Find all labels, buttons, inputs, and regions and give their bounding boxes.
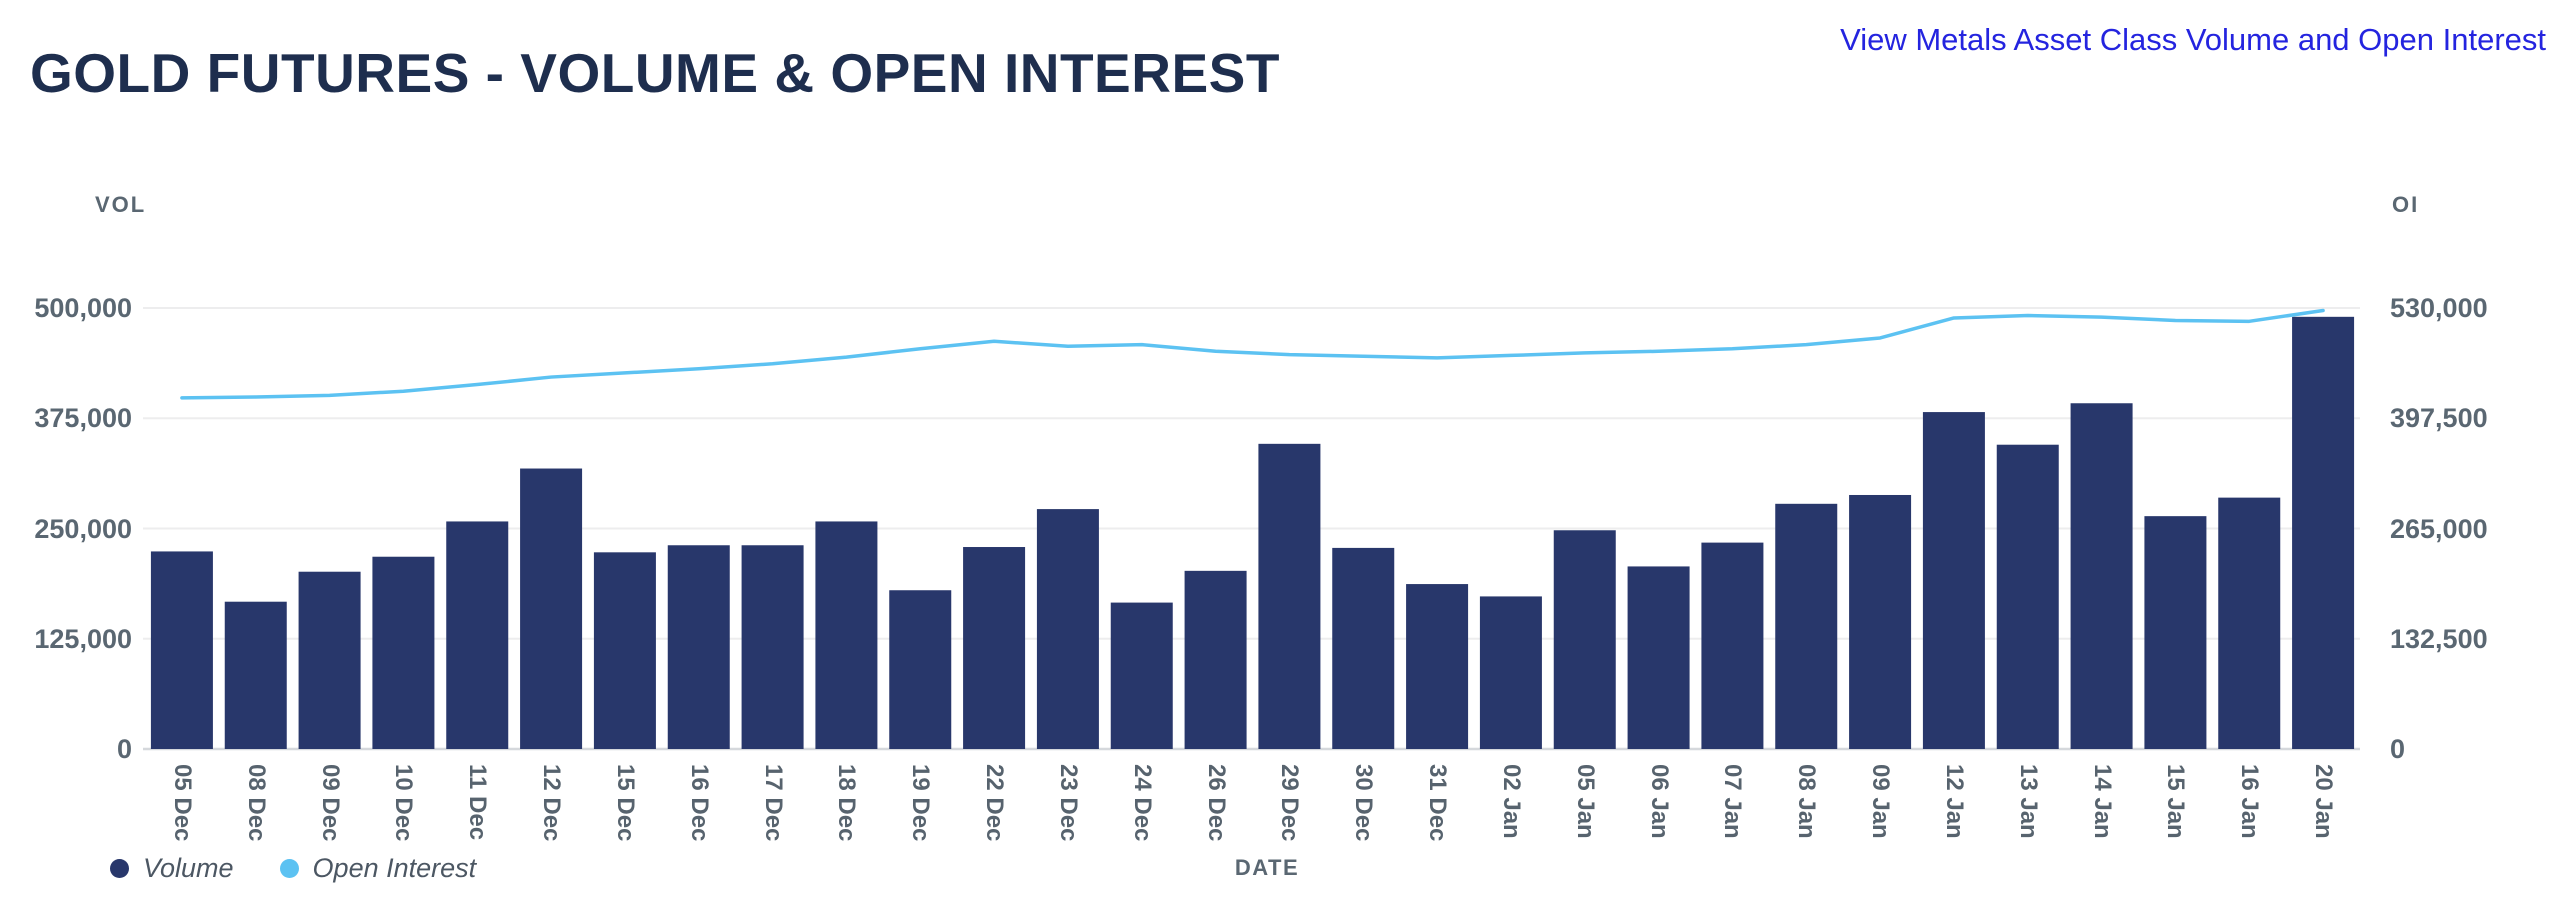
x-axis-date-label: 14 Jan (2088, 764, 2116, 839)
x-axis-date-label: 15 Dec (611, 764, 639, 842)
x-axis-date-label: 08 Jan (1793, 764, 1821, 839)
volume-bar (372, 556, 435, 749)
right-axis-tick-label: 265,000 (2390, 513, 2488, 544)
x-axis-date-label: 16 Jan (2236, 764, 2264, 839)
x-axis-date-label: 02 Jan (1497, 764, 1525, 839)
x-axis-date-label: 15 Jan (2162, 764, 2190, 839)
x-axis-date-label: 30 Dec (1350, 764, 1378, 842)
volume-legend-dot-icon (110, 859, 129, 878)
volume-bar (1775, 503, 1838, 749)
x-axis-date-label: 22 Dec (981, 764, 1009, 842)
volume-bar (1258, 443, 1321, 749)
volume-bar (593, 552, 656, 749)
right-axis-tick-label: 132,500 (2390, 623, 2488, 654)
volume-bar (1406, 584, 1469, 749)
x-axis-date-label: 09 Jan (1867, 764, 1895, 839)
x-axis-date-label: 10 Dec (390, 764, 418, 842)
x-axis-date-label: 18 Dec (833, 764, 861, 842)
volume-bar (889, 590, 952, 749)
x-axis-date-label: 09 Dec (316, 764, 344, 842)
x-axis-title: DATE (1234, 855, 1300, 880)
right-axis-tick-label: 0 (2390, 734, 2406, 764)
volume-bar (1036, 509, 1099, 749)
volume-bar (815, 521, 878, 749)
x-axis-date-label: 26 Dec (1202, 764, 1230, 842)
right-axis-unit-label: OI (2392, 192, 2420, 217)
volume-bar (963, 547, 1026, 749)
x-axis-date-label: 23 Dec (1054, 764, 1082, 842)
x-axis-date-label: 11 Dec (464, 764, 492, 841)
legend-item-open-interest[interactable]: Open Interest (279, 853, 477, 884)
volume-bar (2292, 316, 2355, 749)
volume-bar (1332, 547, 1395, 749)
volume-bar (224, 601, 287, 749)
left-axis-tick-label: 375,000 (34, 403, 132, 434)
x-axis-date-label: 13 Jan (2014, 764, 2042, 839)
x-axis-date-label: 05 Dec (168, 764, 196, 842)
volume-bar (1849, 494, 1912, 749)
left-axis-unit-label: VOL (95, 192, 147, 217)
left-axis-tick-label: 125,000 (34, 623, 132, 654)
x-axis-date-label: 06 Jan (1645, 764, 1673, 839)
volume-bar (1701, 542, 1764, 749)
volume-bar (1553, 530, 1616, 749)
volume-bar (520, 468, 583, 749)
volume-bar (150, 551, 213, 749)
volume-bar (2144, 516, 2207, 749)
x-axis-date-label: 12 Dec (538, 764, 566, 842)
volume-bar (1110, 602, 1173, 749)
metals-asset-class-link[interactable]: View Metals Asset Class Volume and Open … (1840, 22, 2546, 57)
x-axis-date-label: 19 Dec (907, 764, 935, 842)
volume-bar (1922, 412, 1985, 749)
volume-bar (667, 545, 730, 749)
x-axis-date-label: 12 Jan (1940, 764, 1968, 839)
volume-bar (1627, 566, 1690, 749)
volume-bar (1996, 444, 2059, 749)
volume-bar (2218, 497, 2281, 749)
right-axis-tick-label: 397,500 (2390, 403, 2488, 434)
volume-bar (1184, 570, 1247, 749)
right-axis-tick-label: 530,000 (2390, 293, 2488, 323)
legend: Volume Open Interest (110, 853, 476, 884)
volume-bar (2070, 403, 2133, 749)
x-axis-date-label: 29 Dec (1276, 764, 1304, 842)
x-axis-date-label: 17 Dec (759, 764, 787, 842)
x-axis-date-label: 08 Dec (242, 764, 270, 842)
x-axis-date-label: 24 Dec (1128, 764, 1156, 842)
volume-bar (741, 545, 804, 749)
x-axis-date-label: 07 Jan (1719, 764, 1747, 839)
x-axis-date-label: 05 Jan (1571, 764, 1599, 839)
volume-bar (298, 571, 361, 749)
legend-label-open-interest: Open Interest (312, 853, 477, 883)
page-title: GOLD FUTURES - VOLUME & OPEN INTEREST (30, 41, 1280, 104)
volume-bar (446, 521, 509, 749)
volume-bar (1479, 596, 1542, 749)
open-interest-line (180, 308, 2325, 400)
open-interest-legend-dot-icon (279, 859, 299, 878)
legend-label-volume: Volume (143, 853, 234, 883)
x-axis-date-label: 16 Dec (685, 764, 713, 842)
left-axis-tick-label: 0 (116, 734, 132, 764)
x-axis-date-label: 20 Jan (2310, 764, 2338, 839)
left-axis-tick-label: 500,000 (34, 293, 132, 323)
legend-item-volume[interactable]: Volume (110, 853, 234, 884)
x-axis-date-label: 31 Dec (1424, 764, 1452, 842)
left-axis-tick-label: 250,000 (34, 513, 132, 544)
